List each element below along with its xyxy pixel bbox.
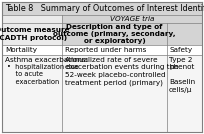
Bar [2, 55, 202, 132]
Bar [2, 15, 62, 23]
Text: Description and type of
outcome (primary, secondary,
or exploratory): Description and type of outcome (primary… [53, 23, 176, 44]
Bar [2, 2, 202, 15]
Bar [2, 23, 62, 45]
Bar [62, 15, 202, 23]
Text: Annualized rate of severe
exacerbation events during the
52-week placebo-control: Annualized rate of severe exacerbation e… [65, 57, 179, 86]
Text: •  hospitalization due
    to acute
    exacerbation: • hospitalization due to acute exacerbat… [7, 64, 79, 85]
Text: Safety: Safety [169, 47, 192, 53]
Text: Reported under harms: Reported under harms [65, 47, 146, 53]
Text: Outcome measure
(CADTH protocol): Outcome measure (CADTH protocol) [0, 27, 69, 41]
Bar [2, 45, 202, 55]
Bar [167, 23, 202, 45]
Bar [62, 23, 167, 45]
Text: Mortality: Mortality [5, 47, 37, 53]
Text: Table 8   Summary of Outcomes of Interest Identified in the: Table 8 Summary of Outcomes of Interest … [5, 4, 204, 13]
Text: Type 2
phenot

Baselin
cells/µ: Type 2 phenot Baselin cells/µ [169, 57, 195, 93]
Text: VOYAGE tria: VOYAGE tria [110, 16, 154, 22]
Text: Asthma exacerbations:: Asthma exacerbations: [5, 57, 88, 63]
